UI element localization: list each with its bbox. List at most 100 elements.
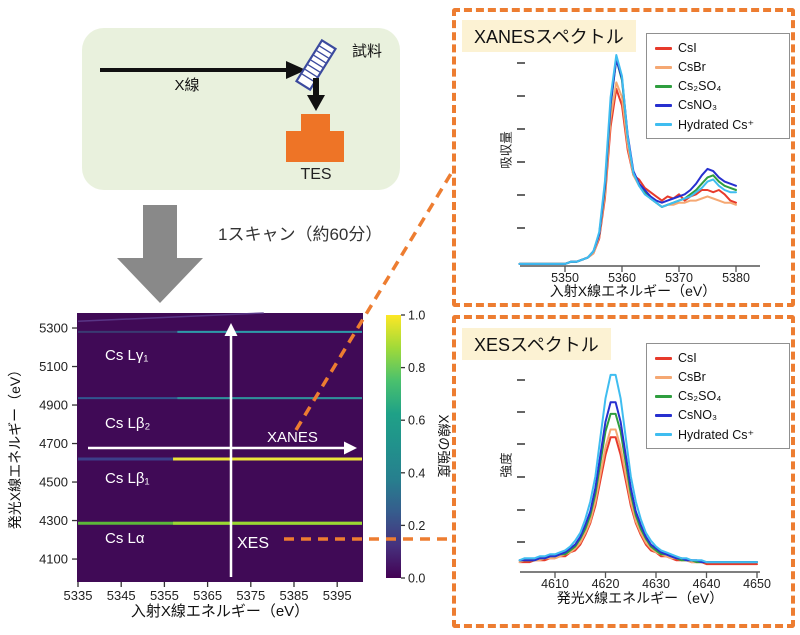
x-tick-label: 4620 — [592, 577, 620, 591]
legend-swatch — [655, 432, 672, 436]
xanes-x-axis-label: 入射X線エネルギー（eV） — [549, 283, 717, 299]
Hydrated Cs⁺-curve — [518, 373, 758, 564]
heatmap-region-label: Cs Lγ₁ — [105, 347, 148, 364]
legend-item: CsI — [655, 350, 781, 366]
x-tick-label: 5385 — [280, 588, 309, 603]
x-tick-label: 4610 — [541, 577, 569, 591]
legend-item: Cs₂SO₄ — [655, 388, 781, 404]
legend-label: Cs₂SO₄ — [678, 79, 722, 93]
legend-swatch — [655, 65, 672, 69]
y-tick-label: 5300 — [39, 321, 68, 336]
y-tick-label: 4300 — [39, 513, 68, 528]
x-tick-label: 4640 — [693, 577, 721, 591]
heatmap-region-label: Cs Lα — [105, 530, 145, 547]
legend-label: Hydrated Cs⁺ — [678, 117, 755, 132]
x-tick-label: 4650 — [743, 577, 771, 591]
y-tick-label: 5100 — [39, 359, 68, 374]
xes-chart: 4610 4620 4630 4640 4650 — [517, 373, 771, 591]
xanes-chart: 5350 5360 5370 5380 — [517, 54, 760, 285]
colorbar-tick-label: 0.2 — [408, 519, 425, 533]
x-tick-label: 4630 — [642, 577, 670, 591]
legend-item: CsNO₃ — [655, 407, 781, 423]
x-tick-label: 5370 — [665, 271, 693, 285]
xes-x-axis-label: 発光X線エネルギー（eV） — [556, 590, 724, 606]
x-tick-label: 5345 — [107, 588, 136, 603]
elastic-scatter-line — [77, 312, 264, 323]
CsI-curve — [518, 436, 758, 566]
legend-label: Hydrated Cs⁺ — [678, 427, 755, 442]
legend-swatch — [655, 394, 672, 398]
legend-label: CsI — [678, 41, 697, 55]
x-tick-label: 5360 — [608, 271, 636, 285]
y-tick-label: 4900 — [39, 398, 68, 413]
x-tick-label: 5365 — [193, 588, 222, 603]
legend-swatch — [655, 375, 672, 379]
heatmap-y-axis-label: 発光X線エネルギー（eV） — [7, 362, 23, 530]
x-tick-label: 5355 — [150, 588, 179, 603]
Hydrated Cs⁺-curve — [518, 54, 737, 265]
x-tick-label: 5380 — [722, 271, 750, 285]
legend-swatch — [655, 84, 672, 88]
xray-beam-arrowhead — [286, 61, 306, 79]
x-tick-label: 5350 — [551, 271, 579, 285]
legend-item: Cs₂SO₄ — [655, 78, 781, 94]
legend-label: CsNO₃ — [678, 408, 718, 422]
heatmap-chart: Cs Lγ₁ Cs Lβ₂ Cs Lβ₁ Cs Lα XANES XES 5335 5345 5… — [39, 312, 363, 603]
legend-label: CsBr — [678, 60, 706, 74]
x-tick-label: 5335 — [64, 588, 93, 603]
sample-icon — [294, 38, 338, 92]
y-tick-label: 4700 — [39, 436, 68, 451]
legend-item: CsI — [655, 40, 781, 56]
flow-arrow-icon — [117, 205, 203, 303]
y-tick-label: 4100 — [39, 552, 68, 567]
colorbar-tick-label: 1.0 — [408, 309, 425, 323]
legend-item: CsBr — [655, 369, 781, 385]
legend-swatch — [655, 46, 672, 50]
xes-panel-title: XESスペクトル — [462, 328, 611, 360]
legend-item: CsBr — [655, 59, 781, 75]
xes-y-axis-label: 強度 — [499, 452, 514, 478]
colorbar-gradient-bar — [386, 315, 401, 578]
legend-label: CsBr — [678, 370, 706, 384]
legend-swatch — [655, 413, 672, 417]
xanes-direction-arrowhead — [344, 441, 357, 455]
xray-label: X線 — [174, 77, 199, 94]
x-tick-label: 5375 — [236, 588, 265, 603]
heatmap-x-axis-label: 入射X線エネルギー（eV） — [130, 603, 310, 620]
legend-swatch — [655, 122, 672, 126]
xanes-legend: CsI CsBr Cs₂SO₄ CsNO₃ Hydrated Cs⁺ — [646, 33, 790, 139]
legend-label: CsNO₃ — [678, 98, 718, 112]
legend-item: Hydrated Cs⁺ — [655, 426, 781, 442]
colorbar-tick-label: 0.0 — [408, 572, 425, 586]
apparatus-diagram: X線 試料 TES — [100, 38, 382, 183]
heatmap-region-label: Cs Lβ₂ — [105, 415, 150, 432]
y-tick-label: 4500 — [39, 475, 68, 490]
scan-duration-label: 1スキャン（約60分） — [218, 225, 383, 244]
xanes-panel-title: XANESスペクトル — [462, 20, 636, 52]
xanes-panel-border — [452, 8, 795, 307]
xes-arrow-label: XES — [237, 535, 269, 552]
tes-label: TES — [300, 166, 331, 183]
xes-panel-border — [452, 315, 795, 628]
tes-detector-icon — [286, 114, 344, 162]
colorbar-tick-label: 0.8 — [408, 361, 425, 375]
CsBr-curve — [518, 428, 758, 564]
x-tick-label: 5395 — [323, 588, 352, 603]
legend-item: Hydrated Cs⁺ — [655, 116, 781, 132]
xanes-arrow-label: XANES — [267, 429, 318, 446]
xes-direction-arrowhead — [224, 323, 238, 336]
colorbar-tick-label: 0.4 — [408, 466, 425, 480]
legend-label: Cs₂SO₄ — [678, 389, 722, 403]
legend-item: CsNO₃ — [655, 97, 781, 113]
legend-label: CsI — [678, 351, 697, 365]
sample-label: 試料 — [352, 43, 382, 60]
xes-legend: CsI CsBr Cs₂SO₄ CsNO₃ Hydrated Cs⁺ — [646, 343, 790, 449]
heatmap-region-label: Cs Lβ₁ — [105, 470, 150, 487]
legend-swatch — [655, 103, 672, 107]
colorbar-tick-label: 0.6 — [408, 414, 425, 428]
sample-to-detector-arrowhead — [307, 95, 325, 111]
xanes-y-axis-label: 吸収量 — [499, 131, 514, 169]
legend-swatch — [655, 356, 672, 360]
apparatus-box — [82, 28, 400, 190]
